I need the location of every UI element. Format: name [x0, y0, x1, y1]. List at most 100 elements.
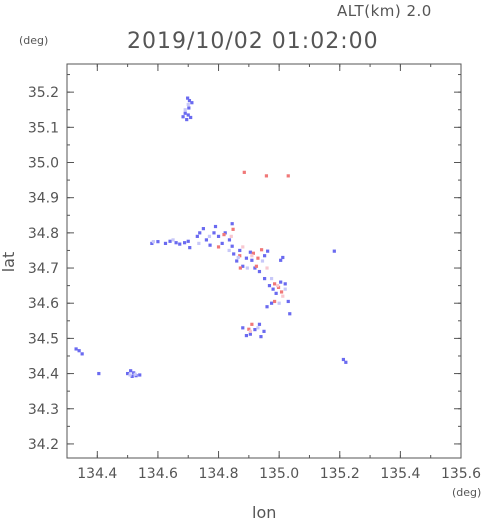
x-tick-label: 135.0: [259, 466, 299, 482]
data-point-blue: [269, 301, 274, 305]
y-tick-label: 34.9: [28, 191, 59, 207]
data-point-red: [247, 327, 251, 331]
data-point-blue: [253, 266, 257, 270]
data-point-pale_blue: [283, 287, 287, 291]
data-point-blue: [198, 231, 202, 235]
data-point-blue: [138, 373, 142, 377]
data-point-blue: [77, 349, 81, 353]
plot-frame: [66, 63, 462, 459]
y-tick-label: 34.5: [28, 331, 59, 347]
data-point-pale_blue: [245, 266, 249, 270]
data-point-blue: [216, 234, 221, 238]
y-unit-label: (deg): [19, 34, 48, 47]
data-point-blue: [183, 111, 187, 115]
y-tick-label: 34.7: [28, 261, 59, 277]
data-point-red: [256, 256, 260, 260]
data-point-blue: [150, 241, 154, 246]
data-point-blue: [186, 96, 190, 100]
data-point-blue: [185, 117, 189, 122]
data-point-pale_blue: [207, 234, 212, 238]
data-point-blue: [230, 244, 234, 248]
data-point-pale_blue: [183, 108, 187, 112]
data-point-blue: [267, 284, 272, 288]
data-point-blue: [257, 269, 262, 274]
data-point-red: [231, 227, 235, 231]
data-point-pink: [281, 294, 285, 298]
x-tick-label: 134.6: [138, 466, 178, 482]
data-point-pale_blue: [227, 248, 231, 253]
y-tick-label: 34.8: [28, 226, 59, 242]
data-point-red: [222, 233, 226, 237]
data-point-pale_blue: [256, 326, 260, 330]
data-point-pale_blue: [128, 373, 132, 377]
x-unit-label: (deg): [452, 486, 481, 499]
y-tick-label: 34.2: [28, 437, 59, 453]
data-point-red: [276, 285, 281, 289]
data-point-blue: [244, 333, 249, 338]
altitude-label: ALT(km) 2.0: [337, 2, 432, 20]
y-tick-label: 34.4: [28, 367, 59, 383]
data-point-blue: [186, 113, 190, 117]
data-point-blue: [195, 234, 199, 238]
data-point-blue: [186, 239, 190, 243]
x-tick-label: 135.4: [380, 466, 420, 482]
data-point-blue: [344, 360, 348, 364]
data-point-blue: [288, 312, 292, 316]
data-point-red: [254, 264, 259, 268]
data-point-blue: [332, 249, 336, 253]
data-point-blue: [281, 255, 285, 260]
data-point-blue: [265, 305, 269, 309]
y-axis-label: lat: [0, 252, 18, 273]
data-point-red: [242, 170, 246, 174]
data-point-blue: [286, 299, 290, 304]
points-layer: [74, 96, 348, 378]
data-point-blue: [201, 227, 205, 231]
data-point-blue: [129, 369, 133, 373]
data-point-blue: [130, 374, 134, 378]
data-point-blue: [212, 231, 216, 235]
data-point-blue: [178, 242, 182, 246]
data-point-blue: [187, 98, 192, 103]
ticks-layer: 134.4 134.6 134.8 135.0 135.2 135.4 135.6 34.2 3…: [28, 64, 481, 482]
x-tick-label: 135.6: [441, 466, 481, 482]
data-point-blue: [341, 357, 346, 362]
x-tick-label: 134.4: [77, 466, 117, 482]
data-point-blue: [156, 240, 160, 244]
x-axis-label: lon: [252, 503, 276, 521]
data-point-red: [251, 251, 255, 255]
y-tick-label: 35.1: [28, 120, 59, 136]
data-point-blue: [190, 101, 194, 105]
data-point-pink: [229, 234, 233, 238]
y-tick-label: 34.6: [28, 296, 59, 312]
data-point-red: [286, 174, 290, 178]
data-point-pink: [265, 266, 269, 270]
data-point-blue: [283, 282, 287, 286]
data-point-red: [264, 174, 269, 178]
data-point-pale_blue: [133, 372, 137, 376]
data-point-blue: [253, 327, 257, 332]
data-point-pale_blue: [197, 241, 201, 246]
data-point-blue: [163, 241, 168, 246]
data-point-blue: [188, 246, 192, 250]
data-point-pink: [250, 254, 254, 258]
data-point-blue: [279, 280, 283, 284]
data-point-blue: [238, 248, 242, 253]
data-point-blue: [168, 239, 172, 243]
data-point-red: [279, 290, 284, 294]
data-point-pale_blue: [269, 276, 274, 281]
data-point-blue: [220, 241, 224, 246]
data-point-blue: [248, 332, 252, 336]
data-point-pink: [241, 245, 245, 249]
data-point-red: [273, 282, 277, 286]
x-tick-label: 135.2: [320, 466, 360, 482]
data-point-pale_blue: [277, 301, 281, 305]
data-point-blue: [189, 115, 193, 120]
data-point-blue: [241, 326, 245, 330]
data-point-blue: [266, 249, 270, 253]
chart-title: 2019/10/02 01:02:00: [127, 29, 379, 54]
data-point-blue: [182, 241, 187, 245]
data-point-pink: [276, 284, 280, 288]
y-tick-label: 34.3: [28, 402, 59, 418]
data-point-pale_blue: [186, 102, 190, 107]
data-point-blue: [174, 241, 178, 245]
